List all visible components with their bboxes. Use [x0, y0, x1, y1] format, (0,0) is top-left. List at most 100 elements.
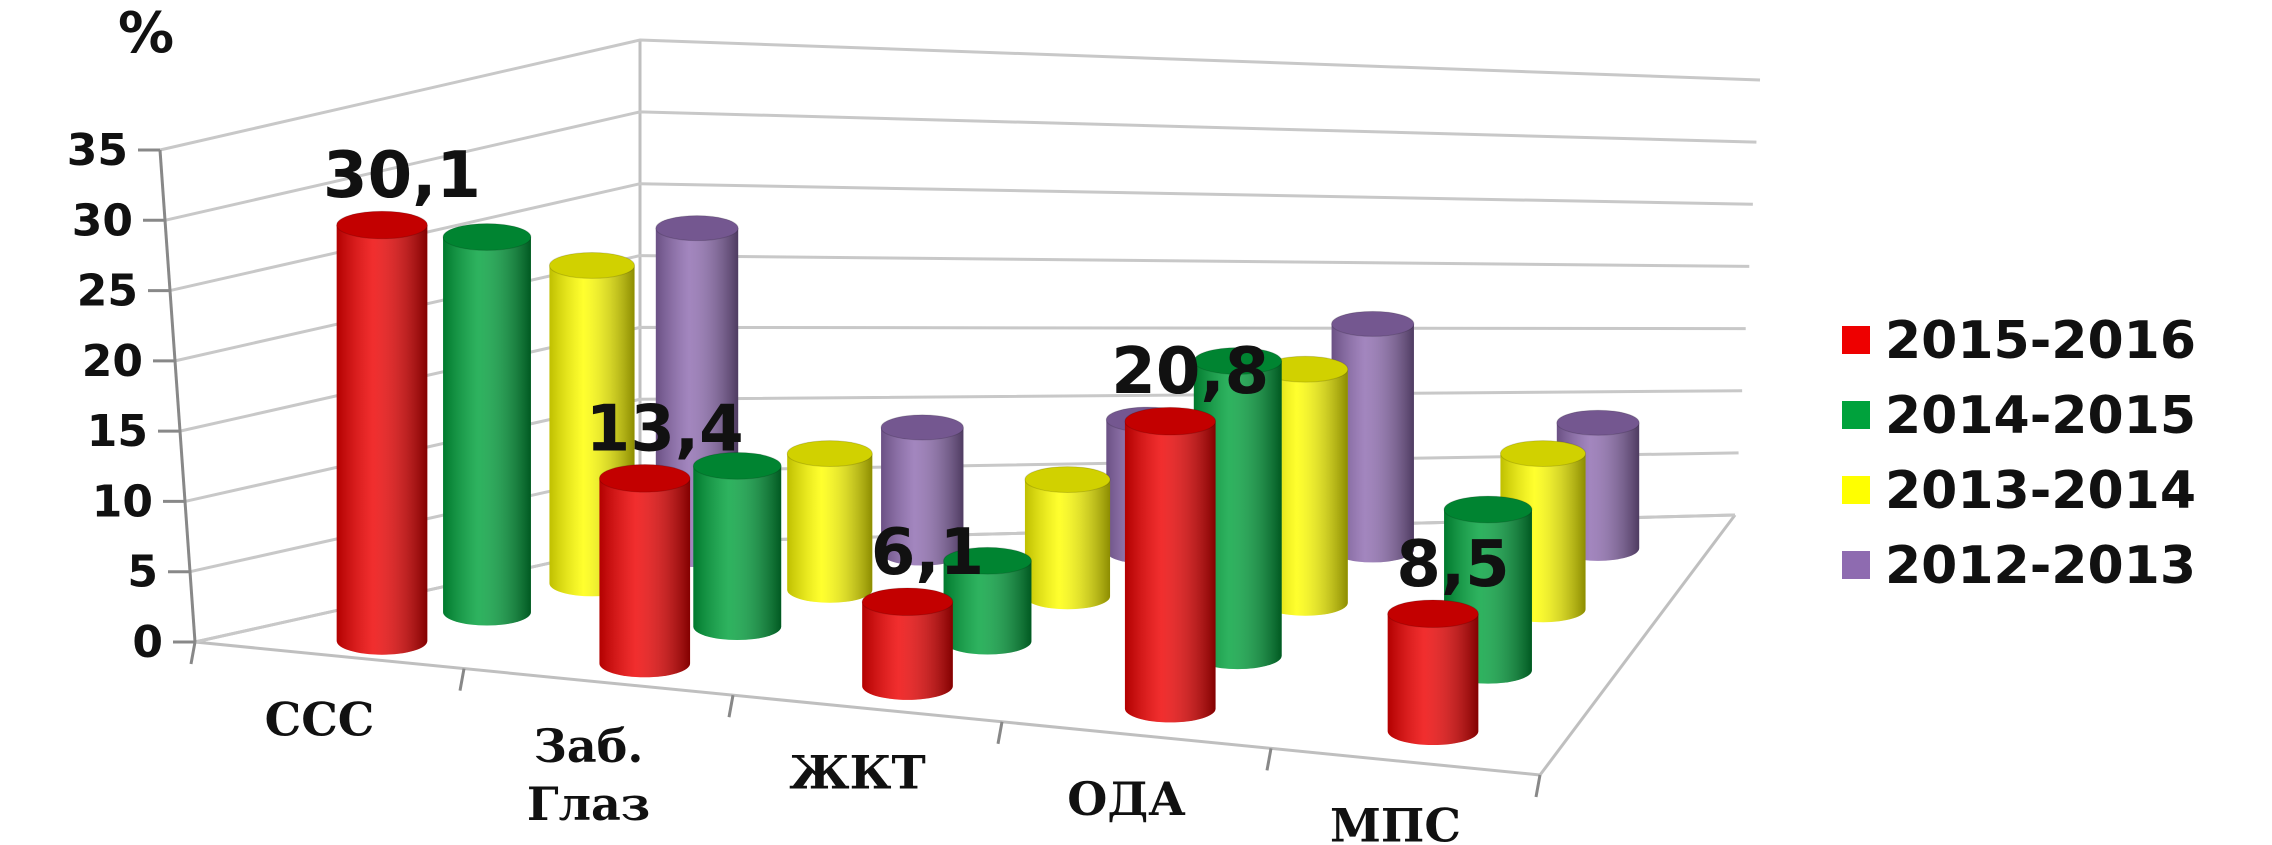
gridline	[159, 38, 1761, 152]
bar	[598, 464, 691, 678]
bar	[1024, 466, 1111, 610]
bar-shading	[693, 465, 782, 641]
bar-top-shade	[336, 211, 428, 239]
x-tick-mark	[189, 641, 197, 665]
bar-top-shade	[943, 547, 1032, 575]
bar-shading	[1024, 479, 1111, 610]
legend: 2015-2016 2014-2015 2013-2014 2012-2013	[1842, 311, 2196, 596]
bar-top-shade	[655, 215, 739, 241]
y-axis-line	[158, 149, 197, 643]
data-label: 30,1	[323, 139, 481, 213]
bar-top	[442, 223, 532, 251]
bar-top-shade	[1500, 440, 1586, 467]
bar-top-shade	[1387, 599, 1479, 628]
bar-shading	[1124, 421, 1216, 723]
bar-top-shade	[1556, 410, 1640, 436]
bar-top	[1556, 409, 1640, 436]
legend-swatch	[1842, 476, 1870, 504]
bar-shading	[336, 224, 428, 655]
x-category-label: Заб.	[534, 719, 644, 773]
bar-shading	[1193, 360, 1282, 670]
bar-top	[336, 210, 428, 240]
bar-top	[1387, 599, 1479, 629]
bar-top	[1331, 310, 1415, 337]
bar-top-shade	[1444, 496, 1532, 523]
data-label: 6,1	[871, 516, 984, 590]
x-category-label: ОДА	[1067, 772, 1186, 826]
unit-label: %	[118, 1, 174, 66]
bar-top-shade	[549, 252, 635, 279]
bar-top-shade	[1124, 407, 1216, 436]
bar	[1331, 310, 1415, 563]
x-tick-mark	[996, 721, 1004, 745]
x-tick-mark	[1534, 774, 1542, 798]
bar-shading	[881, 427, 964, 566]
bars	[336, 210, 1640, 746]
legend-label: 2014-2015	[1885, 386, 2196, 446]
x-category-label: МПС	[1330, 799, 1461, 845]
data-label: 8,5	[1396, 528, 1509, 602]
bar-top	[880, 414, 964, 441]
bar-top-shade	[862, 587, 953, 616]
floor-right-edge	[1538, 514, 1737, 776]
bar-top	[548, 251, 636, 279]
data-labels: 30,1 13,4 6,1 20,8 8,5	[323, 139, 1510, 602]
bar-top-shade	[693, 452, 782, 480]
y-axis: 0 5 10 15 20 25 30 35	[67, 125, 197, 668]
y-tick-label: 30	[72, 195, 133, 246]
bar	[786, 440, 873, 603]
bar	[1387, 599, 1479, 746]
bar-top	[1193, 347, 1283, 375]
bar-shading	[1331, 323, 1414, 563]
bar-top	[943, 546, 1032, 575]
bar	[1262, 355, 1349, 616]
x-tick-mark	[1265, 748, 1273, 771]
bar-top	[1443, 495, 1533, 524]
legend-swatch	[1842, 551, 1870, 579]
bar	[943, 546, 1032, 655]
bar-top	[655, 215, 739, 242]
data-label: 20,8	[1111, 335, 1269, 409]
bar-shading	[862, 601, 953, 700]
bar-top	[1024, 466, 1111, 493]
bar-shading	[599, 478, 691, 678]
bar-shading	[787, 453, 873, 603]
floor-front-edge	[194, 640, 1541, 777]
y-tick-label: 35	[67, 125, 128, 176]
x-category-label: ЖКТ	[789, 746, 925, 800]
y-tick-label: 5	[127, 547, 158, 598]
bar	[336, 210, 428, 655]
y-tick-label: 0	[132, 617, 163, 668]
legend-label: 2015-2016	[1885, 311, 2196, 371]
bar-top-shade	[1331, 311, 1414, 337]
bar	[880, 414, 964, 566]
bar-top	[861, 587, 954, 617]
bar-top	[1499, 440, 1587, 467]
bar-shading	[943, 560, 1032, 655]
bar-shading	[1387, 613, 1479, 746]
gridline	[174, 254, 1750, 363]
bar-top-shade	[881, 414, 964, 440]
bar-top	[1124, 406, 1217, 436]
bar-top-shade	[787, 440, 873, 467]
bar-top-shade	[599, 464, 691, 493]
legend-label: 2012-2013	[1885, 536, 2196, 596]
legend-swatch	[1842, 326, 1870, 354]
bar	[1193, 347, 1283, 670]
bar-shading	[443, 237, 531, 626]
bar-top	[598, 464, 691, 493]
gridline	[169, 182, 1753, 293]
y-tick-label: 10	[92, 476, 153, 527]
bar-top-shade	[1024, 466, 1111, 493]
bar	[1124, 406, 1217, 723]
x-axis: ССС Заб.Глаз ЖКТ ОДА МПС	[189, 641, 1542, 845]
bar-top	[692, 452, 782, 480]
y-tick-label: 15	[87, 406, 148, 457]
bar-top	[786, 440, 873, 468]
y-tick-label: 25	[77, 266, 138, 317]
bar	[442, 223, 532, 626]
x-tick-mark	[727, 694, 735, 718]
bar-top-shade	[1262, 356, 1348, 383]
bar-top-shade	[1193, 347, 1282, 375]
